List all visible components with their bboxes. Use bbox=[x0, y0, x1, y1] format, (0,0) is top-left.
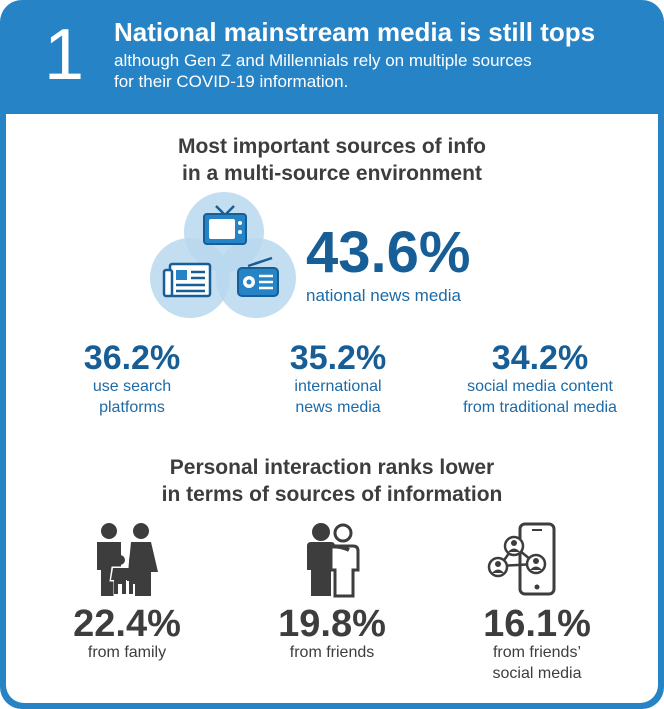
search-stat-label: use search platforms bbox=[52, 376, 212, 418]
section2-heading-line1: Personal interaction ranks lower bbox=[169, 456, 495, 479]
friends-social-stat-value: 16.1% bbox=[483, 603, 591, 645]
section1-heading: Most important sources of info in a mult… bbox=[0, 133, 664, 187]
social-traditional-stat-label-line2: from traditional media bbox=[463, 399, 617, 416]
social-traditional-stat-value: 34.2% bbox=[491, 339, 589, 377]
section1-heading-line2: in a multi-source environment bbox=[182, 162, 482, 185]
header-subtitle-line2: for their COVID-19 information. bbox=[114, 72, 349, 91]
newspaper-icon bbox=[162, 262, 212, 298]
family-icon bbox=[97, 523, 158, 597]
section1-heading-line1: Most important sources of info bbox=[177, 135, 486, 158]
section2-heading: Personal interaction ranks lower in term… bbox=[0, 454, 664, 508]
friends-icon bbox=[307, 523, 360, 598]
radio-icon bbox=[237, 256, 279, 297]
phone-network-icon bbox=[487, 522, 556, 596]
section-number: 1 bbox=[43, 15, 85, 95]
friends-stat-value: 19.8% bbox=[278, 603, 386, 645]
person-node-icon bbox=[487, 556, 509, 578]
media-venn-icon bbox=[150, 192, 296, 318]
friends-social-stat-label-line2: social media bbox=[492, 665, 582, 682]
header-title: National mainstream media is still tops bbox=[114, 17, 596, 47]
social-traditional-stat-label-line1: social media content bbox=[467, 378, 613, 395]
main-stat-value: 43.6% bbox=[306, 220, 471, 285]
person-node-icon bbox=[525, 553, 547, 575]
international-stat-label-line1: international bbox=[294, 378, 382, 395]
social-traditional-stat-label: social media content from traditional me… bbox=[440, 376, 640, 418]
tv-icon bbox=[203, 205, 247, 245]
search-stat-label-line2: platforms bbox=[99, 399, 165, 416]
friends-social-stat-label-line1: from friends’ bbox=[492, 644, 582, 661]
person-node-icon bbox=[503, 535, 525, 557]
international-stat-label: international news media bbox=[258, 376, 418, 418]
section2-heading-line2: in terms of sources of information bbox=[161, 483, 503, 506]
friends-social-stat-label: from friends’ social media bbox=[452, 642, 622, 684]
content-panel bbox=[6, 114, 658, 703]
international-stat-value: 35.2% bbox=[289, 339, 387, 377]
main-stat-label: national news media bbox=[306, 286, 461, 305]
search-stat-value: 36.2% bbox=[83, 339, 181, 377]
header-subtitle: although Gen Z and Millennials rely on m… bbox=[114, 50, 594, 92]
search-stat-label-line1: use search bbox=[92, 378, 172, 395]
header: 1 National mainstream media is still top… bbox=[0, 0, 664, 114]
friends-stat-label: from friends bbox=[289, 644, 375, 661]
family-stat-label: from family bbox=[87, 644, 167, 661]
header-subtitle-line1: although Gen Z and Millennials rely on m… bbox=[114, 51, 532, 70]
international-stat-label-line2: news media bbox=[295, 399, 381, 416]
family-stat-value: 22.4% bbox=[73, 603, 181, 645]
